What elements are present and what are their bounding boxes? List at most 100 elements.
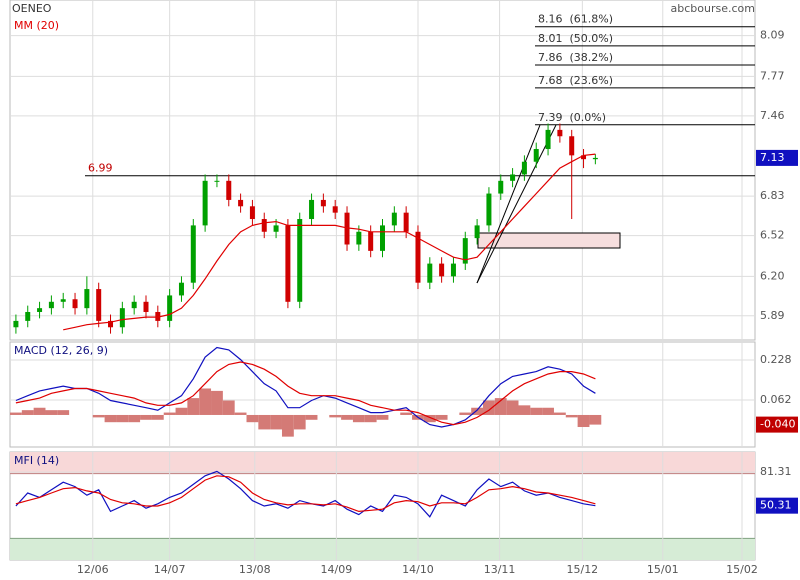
histogram-bar [211, 390, 223, 415]
histogram-bar [104, 414, 117, 423]
candle-body [545, 129, 551, 149]
last-value-box [756, 416, 798, 433]
y-tick-label: 81.31 [760, 465, 792, 478]
histogram-bar [33, 407, 46, 415]
histogram-bar [471, 407, 484, 415]
candle-body [439, 263, 445, 277]
candle-body [533, 148, 539, 162]
histogram-bar [21, 410, 34, 415]
candle-body [581, 155, 587, 160]
candle-body [238, 199, 244, 207]
candle-body [190, 225, 196, 283]
candle-body [309, 199, 315, 220]
last-value-box [756, 497, 798, 514]
indicator-line [15, 475, 596, 513]
candle-body [521, 161, 527, 175]
candle-body [167, 295, 173, 321]
histogram-bar [258, 414, 271, 430]
histogram-bar [281, 414, 294, 437]
y-tick-label: 0.062 [760, 393, 792, 406]
candle-body [285, 225, 291, 302]
candle-body [143, 301, 149, 312]
histogram-bar [341, 414, 353, 420]
histogram-bar [423, 414, 436, 423]
y-tick-label: 6.83 [760, 189, 785, 202]
x-tick-label: 15/12 [566, 563, 598, 576]
x-tick-label: 14/09 [321, 563, 353, 576]
histogram-bar [270, 414, 282, 430]
histogram-bar [376, 414, 389, 420]
histogram-bar [565, 414, 578, 418]
panel-title: MFI (14) [14, 454, 59, 467]
candle-body [510, 174, 516, 181]
x-tick-label: 15/02 [726, 563, 758, 576]
histogram-bar [199, 388, 212, 415]
x-tick-label: 14/10 [402, 563, 434, 576]
y-tick-label: 8.09 [760, 29, 785, 42]
candle-body [155, 311, 161, 321]
histogram-bar [92, 414, 105, 418]
indicator-line [15, 470, 596, 518]
candle-body [415, 231, 421, 283]
candle-body [25, 311, 31, 321]
histogram-bar [364, 414, 377, 423]
candle-body [119, 308, 125, 328]
candle-body [498, 180, 504, 194]
candle-body [202, 180, 208, 226]
candle-body [462, 238, 468, 264]
y-tick-label: 7.77 [760, 69, 785, 82]
fib-label: 7.68 (23.6%) [538, 74, 613, 87]
histogram-bar [530, 407, 543, 415]
histogram-bar [163, 412, 176, 415]
legend-label: MM (20) [14, 19, 59, 32]
histogram-bar [459, 412, 472, 415]
candle-body [131, 301, 137, 309]
histogram-bar [10, 412, 22, 415]
level-label: 6.99 [88, 162, 113, 175]
y-tick-label: 5.89 [760, 309, 785, 322]
candle-body [320, 199, 326, 207]
histogram-bar [483, 400, 495, 415]
candle-body [249, 206, 255, 220]
x-tick-label: 13/11 [484, 563, 516, 576]
candle-body [380, 225, 385, 251]
source: abcbourse.com [671, 2, 755, 15]
indicator-line [15, 346, 596, 428]
histogram-bar [187, 398, 200, 415]
last-value-label: 50.31 [760, 499, 792, 512]
trend-line [476, 124, 557, 284]
y-tick-label: 6.52 [760, 229, 785, 242]
panel-title: MACD (12, 26, 9) [14, 344, 108, 357]
histogram-bar [116, 414, 129, 423]
candle-body [332, 206, 338, 213]
histogram-bar [128, 414, 141, 423]
candle-body [226, 180, 232, 200]
histogram-bar [577, 414, 590, 428]
histogram-bar [45, 410, 58, 415]
candle-body [403, 212, 409, 232]
x-tick-label: 13/08 [239, 563, 271, 576]
candle-body [592, 157, 598, 160]
overbought-band [10, 452, 755, 474]
x-tick-label: 14/07 [154, 563, 186, 576]
histogram-bar [305, 414, 318, 420]
candle-body [108, 320, 114, 328]
histogram-bar [57, 410, 70, 415]
y-tick-label: 0.228 [760, 353, 792, 366]
trend-line [476, 124, 541, 284]
oversold-band [10, 538, 755, 560]
histogram-bar [329, 414, 342, 418]
histogram-bar [175, 407, 188, 415]
histogram-bar [293, 414, 306, 430]
zone [477, 232, 621, 249]
fib-label: 8.01 (50.0%) [538, 32, 613, 45]
candle-body [214, 180, 220, 182]
histogram-bar [140, 414, 152, 420]
candle-body [96, 289, 102, 321]
histogram-bar [553, 412, 566, 415]
histogram-bar [352, 414, 365, 423]
candle-body [368, 231, 374, 251]
histogram-bar [246, 414, 259, 423]
last-value-box [756, 149, 798, 166]
